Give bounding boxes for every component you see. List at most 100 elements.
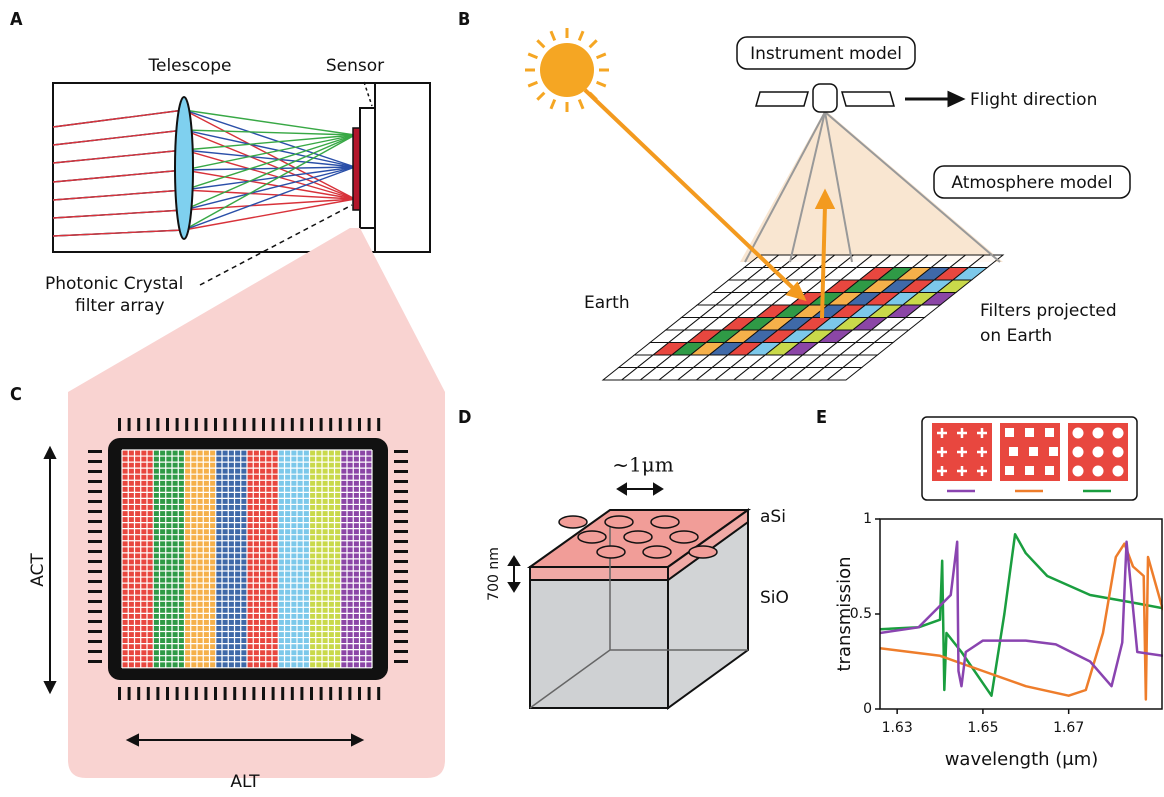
hole <box>1073 447 1084 458</box>
pin <box>310 687 313 700</box>
pin <box>147 687 150 700</box>
pin <box>291 687 294 700</box>
pin <box>88 620 102 623</box>
ray <box>53 167 355 182</box>
leader <box>364 82 372 106</box>
x-tick-label: 1.63 <box>882 720 913 736</box>
pin <box>394 480 408 483</box>
hole <box>605 516 633 528</box>
pin <box>300 418 303 431</box>
pin <box>394 600 408 603</box>
hole <box>597 546 625 558</box>
pin <box>394 520 408 523</box>
pin <box>394 620 408 623</box>
pin <box>88 540 102 543</box>
pin <box>214 687 217 700</box>
pin <box>88 610 102 613</box>
pin <box>329 418 332 431</box>
patterns <box>932 423 1128 491</box>
earth-grid <box>603 255 1003 380</box>
square <box>1009 447 1018 456</box>
pin <box>88 470 102 473</box>
x-tick-label: 1.67 <box>1053 720 1084 736</box>
pin <box>394 490 408 493</box>
panel-label: E <box>816 407 827 428</box>
pin <box>88 480 102 483</box>
square <box>1029 447 1038 456</box>
square <box>1049 447 1058 456</box>
label: Sensor <box>326 56 384 76</box>
label: Atmosphere model <box>951 173 1112 193</box>
pin <box>88 580 102 583</box>
label: ~1μm <box>612 453 673 477</box>
pin <box>137 418 140 431</box>
pin <box>88 600 102 603</box>
label: ALT <box>230 772 260 792</box>
pin <box>394 510 408 513</box>
hole <box>1073 466 1084 477</box>
pin <box>88 590 102 593</box>
hole <box>1073 428 1084 439</box>
label: aSi <box>760 507 786 527</box>
pin <box>176 418 179 431</box>
pin <box>88 450 102 453</box>
pin <box>320 687 323 700</box>
pin <box>394 460 408 463</box>
x-tick-label: 1.65 <box>967 720 998 736</box>
panel-label: B <box>458 9 470 30</box>
pin <box>358 418 361 431</box>
pin <box>128 687 131 700</box>
rays <box>53 110 355 236</box>
square <box>1025 428 1034 437</box>
pin <box>137 687 140 700</box>
pin <box>166 687 169 700</box>
pin <box>233 687 236 700</box>
sensor <box>360 108 375 228</box>
pin <box>252 418 255 431</box>
pin <box>147 418 150 431</box>
pin <box>310 418 313 431</box>
pin <box>195 418 198 431</box>
pin <box>394 560 408 563</box>
pin <box>88 460 102 463</box>
pin <box>195 687 198 700</box>
label: ACT <box>28 553 48 587</box>
pin <box>368 418 371 431</box>
pin <box>281 687 284 700</box>
hole <box>1093 428 1104 439</box>
pin <box>320 418 323 431</box>
pin <box>300 687 303 700</box>
square <box>1045 466 1054 475</box>
hole <box>1113 428 1124 439</box>
chip <box>88 418 408 700</box>
hole <box>1093 466 1104 477</box>
pin <box>88 510 102 513</box>
pin <box>166 418 169 431</box>
pin <box>243 687 246 700</box>
hole <box>1113 466 1124 477</box>
plot-frame <box>880 519 1162 709</box>
pin <box>156 687 159 700</box>
ray <box>53 170 355 199</box>
x-axis-label: wavelength (μm) <box>945 749 1099 770</box>
pin <box>394 500 408 503</box>
square <box>1005 428 1014 437</box>
pin <box>204 418 207 431</box>
pin <box>272 418 275 431</box>
label: filter array <box>75 296 165 316</box>
label: Earth <box>584 293 630 313</box>
pin <box>185 418 188 431</box>
sun-ray <box>579 100 583 109</box>
pin <box>358 687 361 700</box>
pin <box>176 687 179 700</box>
label: 700 nm <box>486 547 502 601</box>
series-line <box>880 534 1163 696</box>
pin <box>88 650 102 653</box>
panel-label: D <box>458 407 471 428</box>
pin <box>88 550 102 553</box>
label: Photonic Crystal <box>45 274 183 294</box>
pin <box>339 418 342 431</box>
square <box>1005 466 1014 475</box>
pin <box>185 687 188 700</box>
